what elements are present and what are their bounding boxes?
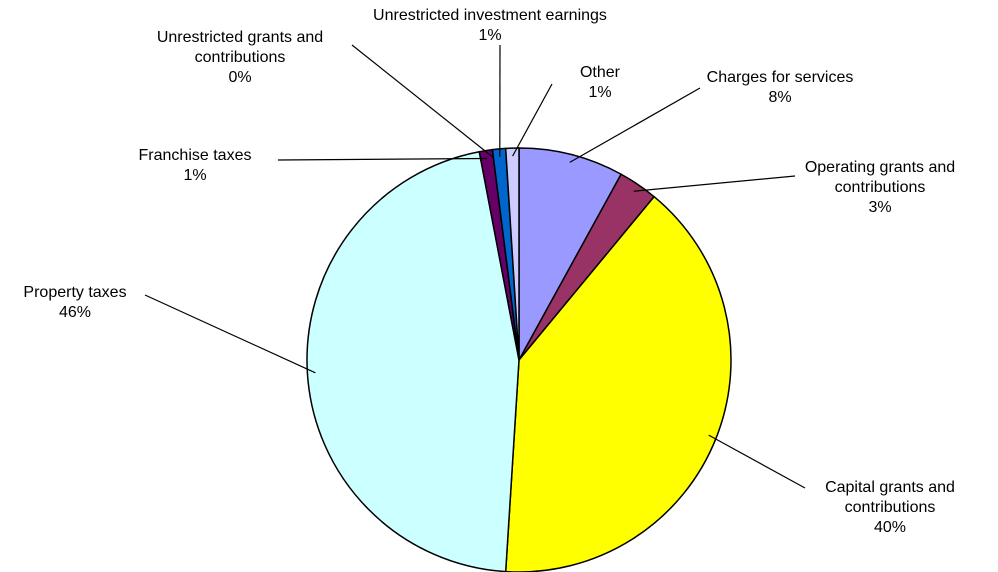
slice-value: 40% [873,519,907,536]
slice-name: Unrestricted investment earnings [373,7,607,24]
slice-label: Other 1% [560,63,640,103]
slice-name: Franchise taxes [138,147,252,164]
slice-value: 8% [768,89,792,106]
pie-slice [518,147,623,361]
leader-line [512,83,553,157]
slice-name: Capital grants and contributions [825,479,955,516]
leader-line [569,87,701,163]
leader-line [708,434,806,489]
leader-line [144,294,316,374]
slice-name: Other [579,64,620,81]
slice-label: Unrestricted grants and contributions 0% [120,28,360,88]
slice-value: 46% [58,304,92,321]
slice-value: 1% [183,167,207,184]
slice-value: 1% [478,27,502,44]
slice-value: 0% [228,69,252,86]
pie-slice [504,195,732,572]
slice-name: Property taxes [23,284,127,301]
slice-name: Unrestricted grants and contributions [156,29,324,66]
slice-label: Franchise taxes 1% [115,146,275,186]
slice-value: 3% [868,199,892,216]
leader-line [351,44,494,159]
slice-name: Charges for services [706,69,854,86]
leader-line [277,157,488,161]
slice-label: Charges for services 8% [680,68,880,108]
slice-name: Operating grants and contributions [804,159,956,196]
slice-value: 1% [588,84,612,101]
slice-label: Capital grants and contributions 40% [805,478,975,538]
slice-label: Unrestricted investment earnings 1% [360,6,620,46]
pie-slice [306,150,520,572]
slice-label: Property taxes 46% [5,283,145,323]
leader-line [633,175,796,192]
pie-slice [504,147,520,361]
slice-label: Operating grants and contributions 3% [790,158,970,218]
